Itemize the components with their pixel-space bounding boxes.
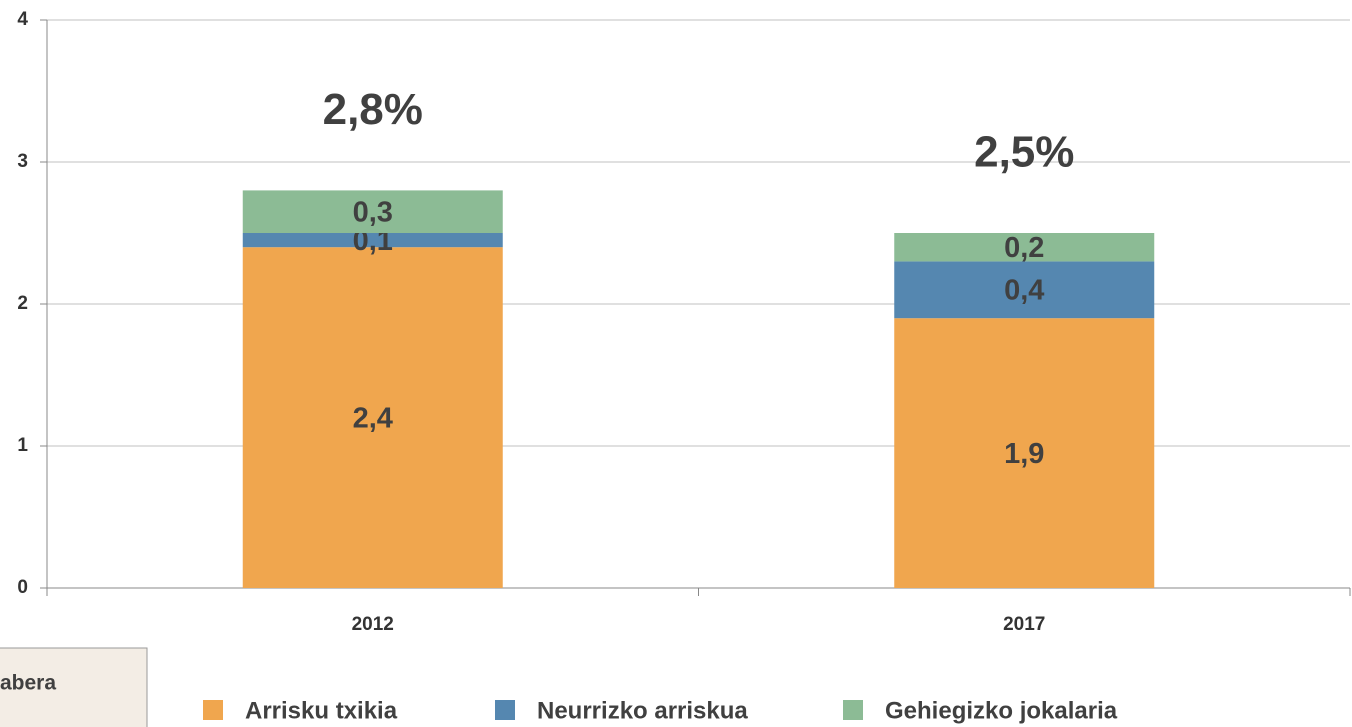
bar-segment xyxy=(242,247,503,588)
total-label: 2,5% xyxy=(974,128,1074,177)
value-label: 2,4 xyxy=(353,402,393,434)
bar-segment xyxy=(894,261,1155,319)
value-label: 0,4 xyxy=(1004,274,1044,306)
y-tick-label: 3 xyxy=(17,151,28,172)
bar-segment xyxy=(894,233,1155,262)
value-label: 0,3 xyxy=(353,196,393,228)
legend-label: Neurrizko arriskua xyxy=(537,697,748,724)
value-label: 1,9 xyxy=(1004,438,1044,470)
legend-label: Gehiegizko jokalaria xyxy=(885,697,1118,724)
x-tick-label: 2017 xyxy=(1003,614,1045,635)
legend-label: Arrisku txikia xyxy=(245,697,398,724)
bar-segment xyxy=(242,233,503,248)
y-tick-label: 0 xyxy=(17,577,28,598)
bar-segment xyxy=(894,318,1155,588)
value-label: 0,2 xyxy=(1004,232,1044,264)
y-tick-label: 2 xyxy=(17,293,28,314)
y-tick-label: 1 xyxy=(17,435,28,456)
legend-swatch xyxy=(495,700,515,720)
legend-swatch xyxy=(203,700,223,720)
bar-segment xyxy=(242,190,503,233)
legend-swatch xyxy=(843,700,863,720)
note: abera xyxy=(0,672,56,695)
total-label: 2,8% xyxy=(323,85,423,134)
x-tick-label: 2012 xyxy=(352,614,394,635)
note-box xyxy=(0,647,148,727)
y-tick-label: 4 xyxy=(17,9,28,30)
